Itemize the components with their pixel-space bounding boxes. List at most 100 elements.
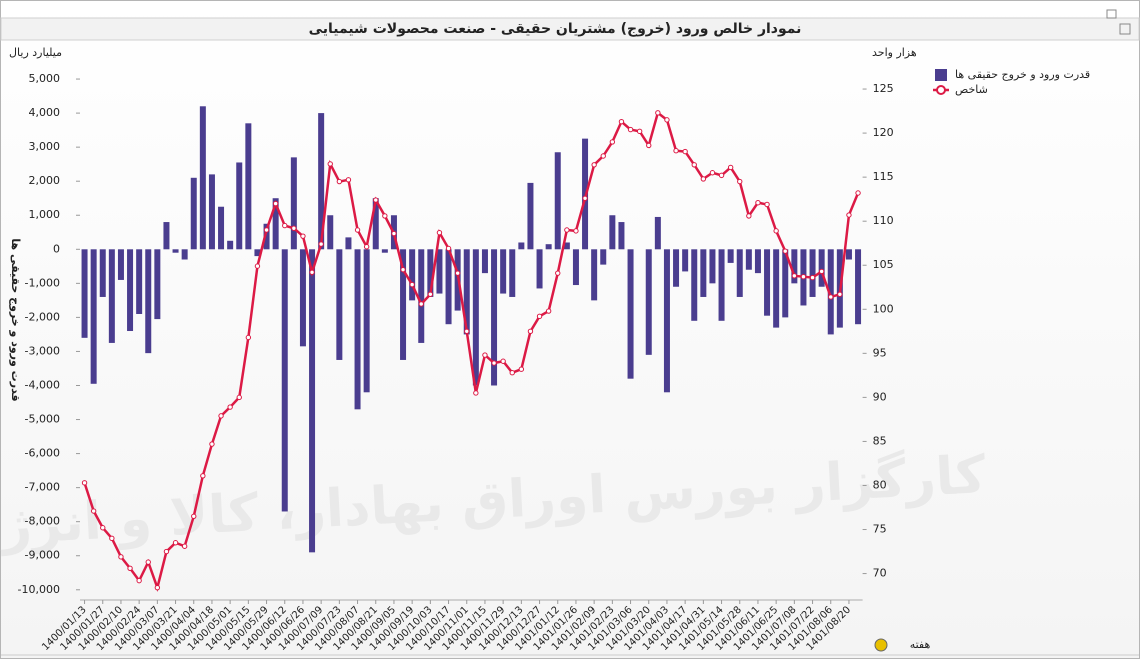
- bar: [527, 182, 534, 250]
- y2-tick-label: 70: [873, 567, 887, 580]
- icon[interactable]: [874, 638, 888, 652]
- marker: [391, 230, 397, 237]
- bar: [327, 215, 334, 250]
- marker: [254, 263, 261, 269]
- marker: [837, 291, 843, 298]
- marker: [800, 273, 807, 280]
- bar: [181, 249, 188, 260]
- bar: [736, 249, 743, 297]
- y2-tick-label: 120: [873, 126, 894, 139]
- marker: [782, 248, 788, 254]
- marker: [81, 480, 88, 486]
- bar: [627, 249, 634, 379]
- bar: [718, 249, 725, 321]
- bar: [545, 244, 552, 250]
- marker: [436, 229, 443, 236]
- bar: [136, 249, 143, 314]
- marker: [718, 172, 725, 179]
- legend-swatch: [935, 69, 947, 81]
- marker: [336, 178, 343, 185]
- y2-tick-label: 80: [873, 478, 887, 491]
- bar: [563, 242, 570, 250]
- bar: [127, 249, 134, 332]
- bar: [81, 249, 88, 338]
- marker: [855, 190, 861, 196]
- bar: [600, 249, 607, 265]
- bar: [336, 249, 343, 360]
- marker: [755, 199, 761, 206]
- bar: [472, 249, 479, 386]
- y-unit: میلیارد ریال: [9, 46, 62, 59]
- marker: [181, 543, 188, 549]
- y-tick-label: -9,000: [25, 549, 60, 562]
- bar: [254, 249, 261, 257]
- y-tick-label: -2,000: [25, 310, 60, 323]
- bar: [773, 249, 780, 328]
- bar: [663, 249, 670, 393]
- marker: [682, 148, 688, 155]
- marker: [345, 177, 352, 183]
- y-tick-label: -4,000: [25, 378, 60, 391]
- y2-tick-label: 85: [873, 434, 887, 447]
- icon[interactable]: [1119, 23, 1131, 35]
- marker: [227, 404, 233, 410]
- y2-tick-label: 115: [873, 170, 894, 183]
- bar: [290, 157, 297, 250]
- marker: [382, 213, 388, 219]
- y-tick-label: 5,000: [29, 72, 61, 85]
- marker: [828, 294, 834, 300]
- marker: [209, 441, 215, 447]
- bar: [673, 249, 680, 287]
- bar: [691, 249, 698, 321]
- bar: [682, 249, 689, 272]
- bar: [609, 215, 616, 250]
- marker: [509, 370, 515, 376]
- bar: [199, 106, 206, 250]
- bar: [572, 249, 579, 286]
- marker: [773, 228, 779, 234]
- marker: [291, 225, 297, 231]
- marker: [609, 139, 616, 145]
- marker: [373, 197, 379, 203]
- y-tick-label: -3,000: [25, 344, 60, 357]
- bar: [754, 249, 761, 274]
- marker: [272, 200, 279, 207]
- bar: [281, 249, 288, 512]
- y-tick-label: 1,000: [29, 208, 61, 221]
- marker: [518, 366, 525, 372]
- marker: [600, 153, 606, 159]
- marker: [582, 195, 588, 201]
- bar: [745, 249, 752, 270]
- marker: [564, 227, 570, 233]
- legend-label: شاخص: [955, 83, 988, 96]
- bar: [509, 249, 516, 297]
- y2-tick-label: 95: [873, 346, 887, 359]
- y-axis-title: قدرت ورود و خروج حقیقی ها: [8, 238, 22, 401]
- marker: [746, 213, 752, 219]
- marker: [664, 117, 670, 123]
- marker: [491, 360, 497, 366]
- marker: [172, 540, 179, 546]
- icon[interactable]: [1106, 9, 1117, 19]
- bar: [791, 249, 798, 284]
- bar: [445, 249, 452, 325]
- bar: [436, 249, 443, 294]
- bar: [381, 249, 388, 253]
- y-tick-label: 4,000: [29, 106, 61, 119]
- marker: [482, 352, 488, 358]
- marker: [464, 328, 470, 335]
- marker: [354, 227, 361, 233]
- marker: [318, 241, 324, 247]
- marker: [427, 291, 434, 298]
- bar: [208, 174, 215, 250]
- bar: [427, 249, 434, 297]
- y2-tick-label: 105: [873, 258, 894, 271]
- bar: [263, 223, 270, 250]
- bar: [481, 249, 488, 274]
- bar: [372, 198, 379, 250]
- marker: [263, 227, 270, 233]
- marker: [737, 178, 743, 185]
- marker: [145, 559, 151, 565]
- y-tick-label: -5,000: [25, 413, 60, 426]
